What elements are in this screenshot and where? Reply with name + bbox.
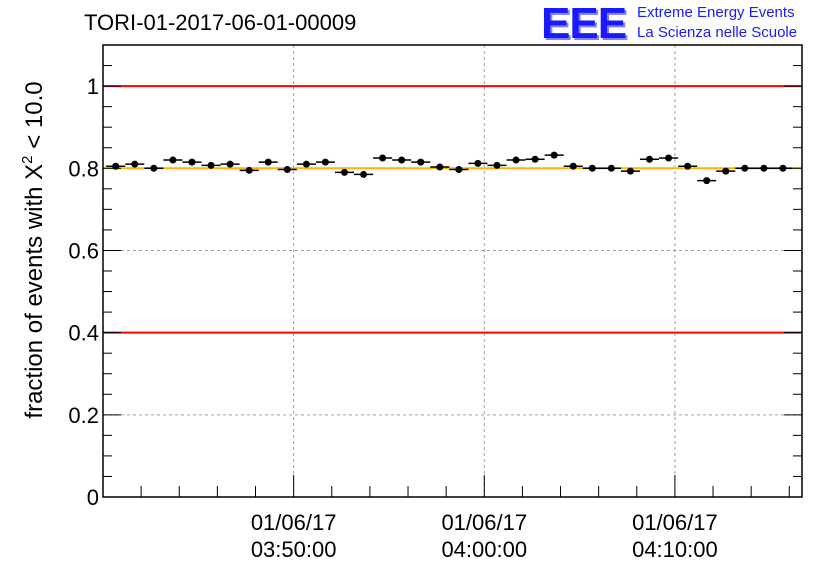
data-point: [373, 154, 393, 162]
point-marker: [245, 166, 253, 174]
data-point: [582, 164, 602, 172]
data-point: [430, 163, 450, 171]
data-point: [354, 170, 374, 178]
data-point: [601, 164, 621, 172]
logo-text-line1: Extreme Energy Events: [637, 4, 795, 21]
data-point: [544, 151, 564, 159]
point-marker: [684, 162, 692, 170]
y-tick-label: 0.8: [68, 156, 99, 181]
point-marker: [512, 156, 520, 164]
data-point: [277, 166, 297, 174]
data-point: [620, 167, 640, 175]
data-point: [182, 158, 202, 166]
data-point: [468, 159, 488, 167]
point-marker: [607, 164, 615, 172]
axes: [102, 44, 803, 498]
data-point: [258, 158, 278, 166]
plot-frame: [102, 44, 803, 498]
point-marker: [722, 167, 730, 175]
x-tick-date-label: 01/06/17: [251, 510, 337, 535]
data-point: [506, 156, 526, 164]
data-point: [754, 164, 774, 172]
point-marker: [493, 161, 501, 169]
y-axis-label: fraction of events with Χ2 < 10.0: [19, 81, 48, 418]
point-marker: [588, 164, 596, 172]
data-points: [106, 151, 793, 185]
y-tick-label: 0.2: [68, 403, 99, 428]
x-tick-time-label: 04:00:00: [441, 537, 527, 562]
point-marker: [398, 156, 406, 164]
data-point: [449, 166, 469, 174]
x-tick-date-label: 01/06/17: [632, 510, 718, 535]
point-marker: [474, 159, 482, 167]
point-marker: [741, 164, 749, 172]
point-marker: [417, 158, 425, 166]
point-marker: [455, 166, 463, 174]
point-marker: [703, 177, 711, 185]
x-tick-date-label: 01/06/17: [441, 510, 527, 535]
point-marker: [569, 162, 577, 170]
data-point: [296, 160, 316, 168]
point-marker: [436, 163, 444, 171]
x-tick-time-label: 04:10:00: [632, 537, 718, 562]
data-point: [201, 161, 221, 169]
data-point: [563, 162, 583, 170]
point-marker: [226, 160, 234, 168]
point-marker: [626, 167, 634, 175]
point-marker: [665, 154, 673, 162]
point-marker: [207, 161, 215, 169]
point-marker: [779, 164, 787, 172]
data-point: [639, 155, 660, 163]
data-point: [716, 167, 736, 175]
data-point: [220, 160, 240, 168]
y-tick-label: 0.6: [68, 238, 99, 263]
point-marker: [760, 164, 768, 172]
point-marker: [188, 158, 196, 166]
logo-mark: EEE: [541, 0, 627, 48]
data-point: [163, 156, 183, 164]
point-marker: [302, 160, 310, 168]
point-marker: [321, 158, 329, 166]
data-point: [678, 162, 698, 170]
point-marker: [340, 168, 348, 176]
point-marker: [379, 154, 387, 162]
run-title: TORI-01-2017-06-01-00009: [84, 10, 357, 35]
point-marker: [360, 170, 368, 178]
logo-text-line2: La Scienza nelle Scuole: [637, 24, 798, 41]
data-point: [239, 166, 259, 174]
y-tick-label: 1: [87, 74, 99, 99]
y-tick-label: 0.4: [68, 321, 99, 346]
data-point: [125, 160, 145, 168]
grid-layer: [103, 45, 802, 497]
data-point: [392, 156, 412, 164]
point-marker: [150, 164, 158, 172]
x-tick-time-label: 03:50:00: [251, 537, 337, 562]
point-marker: [264, 158, 272, 166]
point-marker: [531, 155, 539, 163]
reference-lines: [103, 85, 802, 334]
data-point: [411, 158, 431, 166]
point-marker: [169, 156, 177, 164]
data-point: [334, 168, 355, 176]
data-point: [525, 155, 545, 163]
data-point: [735, 164, 755, 172]
y-tick-label: 0: [87, 485, 99, 510]
point-marker: [131, 160, 139, 168]
data-point: [315, 158, 335, 166]
tick-labels: 00.20.40.60.8101/06/1703:50:0001/06/1704…: [68, 74, 717, 562]
point-marker: [550, 151, 558, 159]
point-marker: [283, 166, 291, 174]
data-point: [659, 154, 679, 162]
data-point: [487, 161, 507, 169]
data-point: [697, 177, 717, 185]
point-marker: [645, 155, 653, 163]
eee-logo: EEE Extreme Energy Events La Scienza nel…: [541, 2, 831, 46]
data-point: [144, 164, 164, 172]
